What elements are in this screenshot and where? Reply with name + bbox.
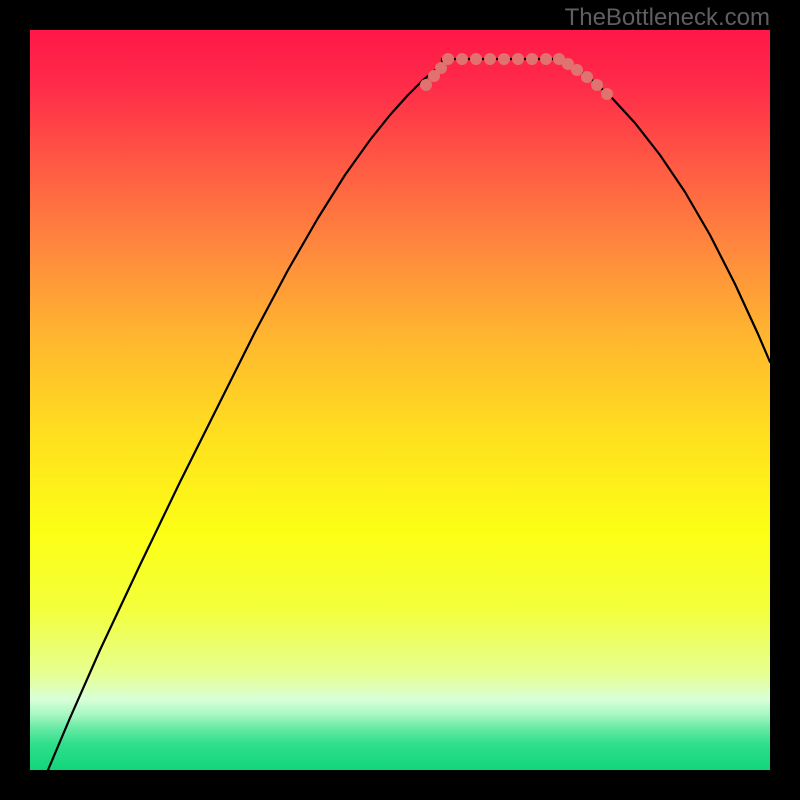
highlight-dot bbox=[456, 53, 468, 65]
highlight-dot bbox=[442, 53, 454, 65]
gradient-background bbox=[30, 30, 770, 770]
highlight-dot bbox=[540, 53, 552, 65]
highlight-dot bbox=[601, 88, 613, 100]
chart-svg bbox=[30, 30, 770, 770]
highlight-dot bbox=[512, 53, 524, 65]
highlight-dot bbox=[591, 79, 603, 91]
highlight-dot bbox=[470, 53, 482, 65]
highlight-dot bbox=[498, 53, 510, 65]
plot-area bbox=[30, 30, 770, 770]
highlight-dot bbox=[571, 64, 583, 76]
watermark-text: TheBottleneck.com bbox=[565, 4, 770, 32]
highlight-dot bbox=[420, 79, 432, 91]
highlight-dot bbox=[581, 71, 593, 83]
highlight-dot bbox=[484, 53, 496, 65]
highlight-dot bbox=[526, 53, 538, 65]
